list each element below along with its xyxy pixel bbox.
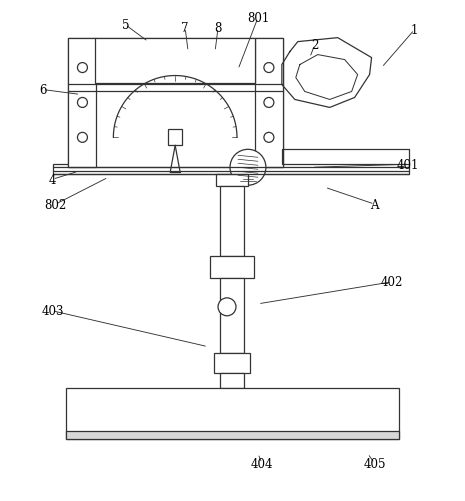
Bar (95, 39, 255, 83)
Text: 5: 5 (121, 19, 129, 32)
Bar (220, 373, 244, 388)
Bar (68, 39, 96, 168)
Bar (220, 187, 244, 257)
Text: 4: 4 (49, 173, 56, 186)
Bar (66, 431, 399, 439)
Text: 801: 801 (247, 12, 269, 25)
Circle shape (78, 64, 87, 73)
Bar (216, 175, 248, 187)
Bar (210, 257, 254, 279)
Bar (53, 165, 410, 175)
Text: 402: 402 (380, 276, 403, 289)
Text: 6: 6 (39, 84, 46, 97)
Circle shape (264, 98, 274, 108)
Bar (168, 130, 182, 146)
Text: 404: 404 (251, 457, 273, 470)
Text: 2: 2 (311, 39, 319, 52)
Text: 1: 1 (411, 24, 418, 37)
Text: A: A (370, 198, 379, 211)
Circle shape (264, 133, 274, 143)
Text: 405: 405 (363, 457, 386, 470)
Text: 7: 7 (181, 22, 189, 35)
Text: 802: 802 (44, 198, 66, 211)
Circle shape (264, 64, 274, 73)
Bar (66, 388, 399, 439)
Text: 8: 8 (214, 22, 222, 35)
Circle shape (218, 298, 236, 316)
Bar (68, 39, 283, 168)
Text: 403: 403 (41, 305, 64, 318)
Text: 401: 401 (396, 158, 418, 171)
Circle shape (230, 150, 266, 186)
Bar (255, 39, 283, 168)
Bar (214, 353, 250, 373)
Circle shape (78, 133, 87, 143)
Bar (220, 279, 244, 353)
Circle shape (78, 98, 87, 108)
